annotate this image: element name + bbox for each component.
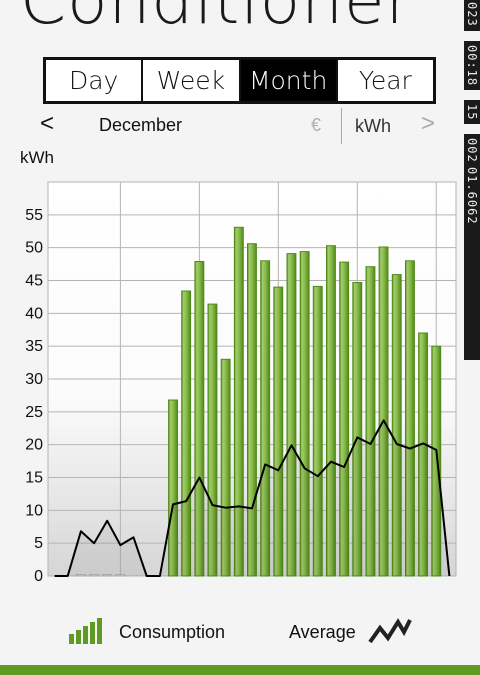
y-tick-label: 30 [25,371,43,388]
consumption-bar [220,358,231,577]
consumption-bars-icon [69,618,102,644]
y-tick-label: 50 [25,240,43,257]
consumption-bar [365,266,376,577]
side-strip-gap [464,89,480,100]
side-strip-value: 00:18 [465,44,479,86]
x-tick-label: 18 [269,589,287,590]
y-tick-label: 0 [34,568,43,585]
consumption-bar [352,282,363,577]
side-strip-gap [464,30,480,41]
app-title: Conditioner [20,0,414,39]
consumption-bar [378,246,389,577]
y-tick-label: 15 [25,470,43,487]
consumption-bar [405,260,415,577]
average-line-icon [368,618,412,644]
energy-unit-toggle[interactable]: kWh [355,116,391,136]
tab-day[interactable]: Day [68,66,119,95]
consumption-bar [312,285,323,577]
tab-year[interactable]: Year [335,60,433,101]
y-tick-label: 5 [34,535,43,552]
consumption-bar [115,574,126,577]
x-tick-label: 24 [348,589,366,590]
consumption-bar [247,243,257,577]
consumption-bar [273,286,284,577]
consumption-bar [260,260,271,577]
side-status-strip: 023 00:18 15 002 01.6062 [464,0,480,360]
y-tick-label: 40 [25,305,43,322]
consumption-bar [286,253,297,577]
consumption-bar [181,290,192,577]
currency-toggle[interactable]: € [311,115,322,135]
consumption-bar [207,303,218,577]
consumption-bar [89,574,99,577]
average-line [54,419,451,577]
period-selector: Day Week Month Year [43,57,436,104]
unit-divider [341,108,342,144]
side-strip-gap [464,124,480,135]
period-navigation: < December € kWh > [0,108,480,144]
consumption-bar [339,261,350,577]
y-tick-label: 20 [25,437,43,454]
y-axis-unit-label: kWh [20,148,54,167]
consumption-bar [75,574,86,577]
consumption-bar [431,345,442,577]
consumption-bar [168,399,179,577]
consumption-bar [299,251,310,577]
average-area [54,420,450,576]
consumption-chart: 0 5 10 15 20 25 30 35 40 45 50 55 06 12 18 24 30 [25,181,457,590]
y-tick-label: 25 [25,404,43,421]
x-tick-label: 30 [427,589,445,590]
side-strip-value: 023 [465,2,479,27]
consumption-bar [233,226,244,577]
chevron-left-icon[interactable]: < [40,110,55,137]
chart-legend: Consumption Average [0,612,480,652]
y-tick-label: 35 [25,338,43,355]
consumption-bar [391,274,402,577]
y-tick-label: 45 [25,273,43,290]
consumption-bar [102,574,113,577]
consumption-bar [418,332,429,577]
side-strip-value: 002 [465,138,479,163]
consumption-bar [326,245,336,577]
accent-bottom-bar [0,665,480,675]
tab-month[interactable]: Month [238,60,336,101]
x-tick-label: 12 [190,589,208,590]
current-month-label: December [99,115,183,135]
consumption-bar [194,261,205,577]
y-tick-label: 55 [25,207,43,224]
legend-consumption-label: Consumption [119,622,226,642]
x-tick-label: 06 [111,589,129,590]
tab-week[interactable]: Week [141,60,238,101]
side-strip-value: 15 [465,103,479,121]
legend-average-label: Average [289,622,356,642]
side-strip-value: 01.6062 [465,166,479,225]
chevron-right-icon[interactable]: > [421,110,436,137]
y-tick-label: 10 [25,502,43,519]
